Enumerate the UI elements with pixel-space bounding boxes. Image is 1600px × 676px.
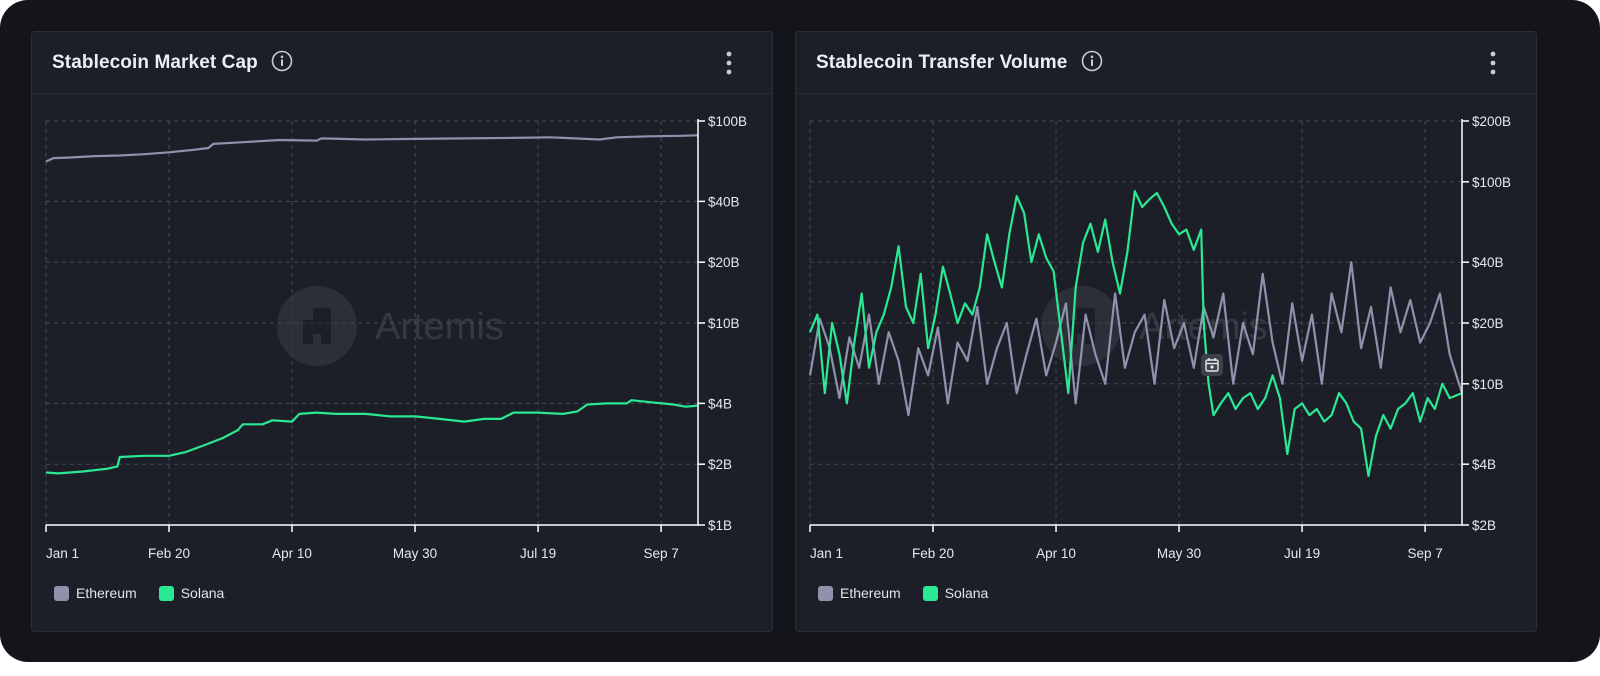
x-tick-label: May 30 — [393, 546, 437, 561]
chart-legend: Ethereum Solana — [54, 585, 224, 601]
y-tick-label: $2B — [708, 457, 732, 472]
panel-header: Stablecoin Transfer Volume — [796, 32, 1536, 94]
y-tick-label: $100B — [1472, 175, 1511, 190]
y-tick-label: $40B — [1472, 255, 1504, 270]
legend-label: Solana — [944, 585, 989, 601]
legend-item-ethereum[interactable]: Ethereum — [54, 585, 137, 601]
calendar-icon[interactable] — [1201, 354, 1223, 376]
y-tick-label: $1B — [708, 518, 732, 533]
legend-swatch-solana — [922, 585, 938, 601]
legend-swatch-ethereum — [54, 585, 69, 601]
x-tick-label: Jan 1 — [810, 546, 843, 561]
legend-item-ethereum[interactable]: Ethereum — [818, 585, 901, 601]
grid — [809, 120, 1462, 526]
grid — [45, 120, 698, 526]
panel-title: Stablecoin Transfer Volume — [816, 50, 1103, 74]
x-tick-label: Feb 20 — [148, 546, 190, 561]
x-tick-label: Jul 19 — [1284, 546, 1320, 561]
legend-item-solana[interactable]: Solana — [158, 585, 225, 601]
kebab-menu-icon[interactable] — [1486, 50, 1500, 76]
kebab-menu-icon[interactable] — [722, 50, 736, 76]
info-icon[interactable] — [271, 50, 293, 72]
x-tick-label: Apr 10 — [272, 546, 312, 561]
artemis-logo-mark — [303, 308, 331, 344]
x-tick-label: Sep 7 — [643, 546, 678, 561]
legend-label: Ethereum — [840, 585, 901, 601]
y-tick-label: $10B — [1472, 377, 1504, 392]
panel-title-text: Stablecoin Market Cap — [52, 52, 258, 74]
x-tick-label: May 30 — [1157, 546, 1201, 561]
y-tick-label: $20B — [1472, 316, 1504, 331]
artemis-logo-mark — [1067, 308, 1095, 344]
y-tick-label: $2B — [1472, 518, 1496, 533]
x-tick-label: Jul 19 — [520, 546, 556, 561]
series-line-ethereum[interactable] — [45, 134, 699, 163]
legend-swatch-ethereum — [818, 585, 833, 601]
transfer-volume-panel: Stablecoin Transfer Volume Artemis $2B $4B… — [795, 31, 1537, 632]
y-tick-label: $20B — [708, 255, 740, 270]
y-tick-label: $100B — [708, 114, 747, 129]
x-tick-label: Jan 1 — [46, 546, 79, 561]
chart-legend: Ethereum Solana — [818, 585, 988, 601]
x-tick-label: Apr 10 — [1036, 546, 1076, 561]
series-line-ethereum[interactable] — [808, 261, 1464, 417]
watermark-label: Artemis — [375, 306, 504, 348]
panel-title-text: Stablecoin Transfer Volume — [816, 52, 1068, 74]
x-tick-label: Feb 20 — [912, 546, 954, 561]
legend-item-solana[interactable]: Solana — [922, 585, 989, 601]
legend-swatch-solana — [158, 585, 174, 601]
dashboard-frame: Stablecoin Market Cap Artemis $1B $2B $4B $1… — [0, 0, 1600, 662]
y-tick-label: $40B — [708, 194, 740, 209]
y-tick-label: $4B — [1472, 457, 1496, 472]
x-tick-label: Sep 7 — [1407, 546, 1442, 561]
legend-label: Ethereum — [76, 585, 137, 601]
market-cap-chart: Artemis $1B $2B $4B $10B $20B $40B $100B Jan 1 Fe… — [45, 114, 747, 561]
y-tick-label: $200B — [1472, 114, 1511, 129]
panel-title: Stablecoin Market Cap — [52, 50, 293, 74]
legend-label: Solana — [180, 585, 225, 601]
series-line-solana[interactable] — [808, 190, 1463, 477]
artemis-watermark: Artemis — [277, 286, 504, 366]
panel-header: Stablecoin Market Cap — [32, 32, 772, 94]
series-line-solana[interactable] — [45, 399, 699, 475]
info-icon[interactable] — [1081, 50, 1103, 72]
y-tick-label: $4B — [708, 396, 732, 411]
market-cap-panel: Stablecoin Market Cap Artemis $1B $2B $4B $1… — [31, 31, 773, 632]
y-tick-label: $10B — [708, 316, 740, 331]
